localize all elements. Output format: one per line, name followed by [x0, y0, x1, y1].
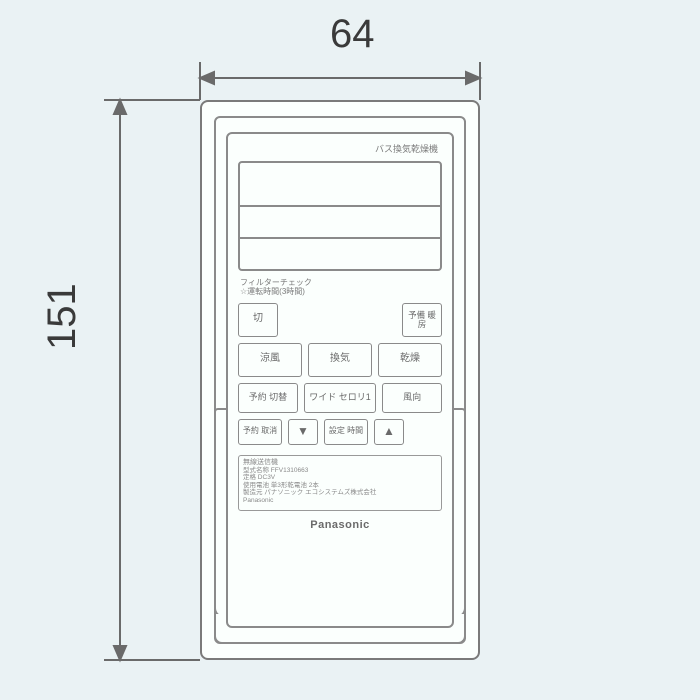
up-button[interactable]: ▲ [374, 419, 404, 445]
button-row-1: 切 予備 暖房 [238, 303, 442, 337]
timer-button[interactable]: 予約 切替 [238, 383, 298, 413]
dimension-width-label: 64 [330, 12, 375, 57]
lcd-segment [240, 239, 440, 269]
info-lines: 型式名称 FFV1310663 定格 DC3V 使用電池 単3形乾電池 2本 製… [243, 467, 437, 504]
preheat-button[interactable]: 予備 暖房 [402, 303, 442, 337]
off-button[interactable]: 切 [238, 303, 278, 337]
lcd-segment [240, 163, 440, 207]
brand-label: Panasonic [238, 519, 442, 531]
set-time-label: 設定 時間 [324, 419, 368, 445]
button-row-3: 予約 切替 ワイド セロリ1 風向 [238, 383, 442, 413]
dry-button[interactable]: 乾燥 [378, 343, 442, 377]
remote-title: バス換気乾燥機 [238, 142, 442, 155]
lcd-segment [240, 207, 440, 239]
timer-cancel-button[interactable]: 予約 取消 [238, 419, 282, 445]
info-panel: 無線送信機 型式名称 FFV1310663 定格 DC3V 使用電池 単3形乾電… [238, 455, 442, 511]
remote-holder: バス換気乾燥機 フィルターチェック ☆運転時間(3時間) 切 予備 暖房 涼風 … [200, 100, 480, 660]
diagram-stage: 64 151 バス換気乾燥機 [0, 0, 700, 700]
cool-button[interactable]: 涼風 [238, 343, 302, 377]
filter-check-text: フィルターチェック ☆運転時間(3時間) [238, 277, 442, 297]
vent-button[interactable]: 換気 [308, 343, 372, 377]
dimension-height-label: 151 [40, 283, 85, 350]
button-row-2: 涼風 換気 乾燥 [238, 343, 442, 377]
remote-unit: バス換気乾燥機 フィルターチェック ☆運転時間(3時間) 切 予備 暖房 涼風 … [226, 132, 454, 628]
direction-button[interactable]: 風向 [382, 383, 442, 413]
button-row-4: 予約 取消 ▼ 設定 時間 ▲ [238, 419, 442, 445]
down-button[interactable]: ▼ [288, 419, 318, 445]
info-heading: 無線送信機 [243, 459, 437, 467]
wide-button[interactable]: ワイド セロリ1 [304, 383, 376, 413]
lcd-display [238, 161, 442, 271]
